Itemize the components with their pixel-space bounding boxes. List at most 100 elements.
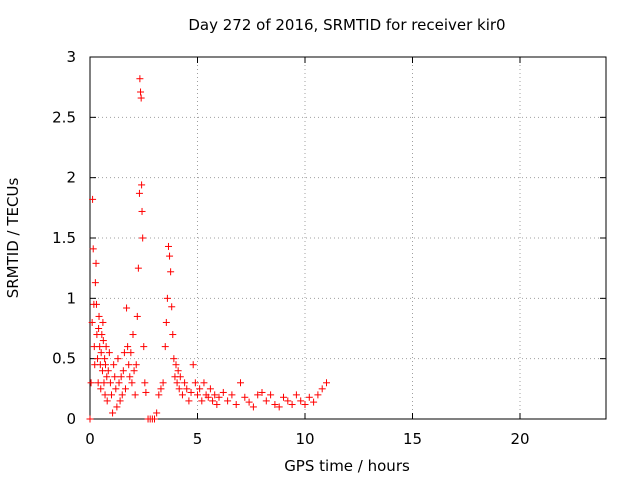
data-point	[101, 391, 109, 399]
data-point	[88, 318, 96, 326]
data-point	[106, 379, 114, 387]
data-point	[204, 393, 212, 401]
data-point	[109, 409, 117, 417]
data-point	[111, 373, 119, 381]
data-point	[120, 349, 128, 357]
plot-frame	[89, 56, 607, 420]
y-tick-label: 0	[66, 410, 76, 428]
data-point	[99, 318, 107, 326]
data-point	[97, 349, 105, 357]
tick-labels: 0 5 10 15 20 0 0.5 1 1.5 2 2.5 3	[52, 48, 529, 448]
data-point	[105, 349, 113, 357]
y-tick-label: 2.5	[52, 108, 76, 126]
data-point	[173, 379, 181, 387]
data-point	[172, 361, 180, 369]
data-point	[95, 312, 103, 320]
data-point	[211, 391, 219, 399]
data-point	[113, 403, 121, 411]
data-point	[103, 397, 111, 405]
data-point	[280, 393, 287, 401]
data-point	[178, 391, 186, 399]
y-axis-label: SRMTID / TECUs	[4, 178, 22, 299]
data-point	[87, 379, 95, 387]
data-point	[174, 367, 182, 375]
data-point	[96, 343, 104, 351]
data-point	[117, 373, 125, 381]
x-axis-label: GPS time / hours	[284, 457, 410, 475]
data-point	[91, 279, 99, 287]
data-point	[292, 391, 300, 399]
data-point	[141, 379, 149, 387]
data-point	[89, 245, 97, 253]
data-point	[153, 409, 161, 417]
data-point	[138, 207, 146, 215]
data-point	[200, 379, 208, 387]
data-point	[194, 391, 201, 399]
data-point	[159, 379, 167, 387]
data-point	[185, 397, 193, 405]
data-point	[136, 75, 144, 83]
data-point	[108, 391, 115, 399]
data-point	[314, 391, 322, 399]
data-point	[137, 88, 145, 96]
data-point	[254, 391, 262, 399]
data-point	[310, 398, 318, 406]
data-point	[95, 325, 103, 332]
data-point	[168, 303, 176, 311]
data-point	[129, 331, 137, 339]
data-point	[125, 361, 133, 369]
data-point	[162, 318, 170, 326]
data-point	[119, 367, 127, 375]
data-point	[163, 294, 171, 302]
data-point	[305, 393, 313, 401]
data-point	[241, 393, 249, 401]
data-point	[258, 388, 266, 396]
data-point	[135, 189, 143, 197]
x-tick-label: 5	[193, 430, 203, 448]
data-point	[114, 355, 122, 363]
data-point	[237, 379, 244, 387]
data-point	[103, 373, 111, 381]
data-point	[284, 397, 292, 405]
data-point	[183, 385, 191, 393]
data-point	[127, 349, 135, 357]
data-point	[137, 94, 145, 102]
data-point	[112, 385, 120, 393]
x-tick-label: 20	[510, 430, 529, 448]
data-point	[133, 312, 141, 320]
data-point	[118, 391, 126, 399]
data-point	[161, 343, 169, 351]
data-point	[139, 234, 147, 242]
data-point	[157, 385, 165, 393]
data-point	[138, 181, 146, 189]
data-point	[219, 388, 227, 396]
data-point	[132, 361, 140, 369]
y-tick-label: 3	[66, 48, 76, 66]
data-point	[142, 388, 150, 396]
data-point	[245, 398, 253, 406]
data-point	[301, 401, 309, 409]
data-point	[169, 331, 177, 339]
data-point	[140, 343, 148, 351]
data-point	[86, 415, 94, 423]
data-point	[228, 391, 236, 399]
data-point	[116, 397, 124, 405]
data-point	[101, 361, 109, 369]
data-point	[232, 401, 240, 409]
data-point	[189, 361, 197, 369]
data-point	[98, 331, 106, 339]
data-point	[209, 397, 217, 405]
y-tick-label: 2	[66, 169, 76, 187]
data-point	[224, 397, 232, 405]
data-point	[121, 385, 129, 393]
data-point	[206, 385, 214, 393]
data-point	[155, 391, 163, 399]
grid-lines	[90, 57, 606, 419]
y-tick-label: 0.5	[52, 350, 76, 368]
data-point	[131, 391, 139, 399]
y-tick-label: 1.5	[52, 229, 76, 247]
data-point	[92, 259, 100, 267]
data-point	[123, 304, 131, 312]
data-point	[215, 393, 223, 401]
